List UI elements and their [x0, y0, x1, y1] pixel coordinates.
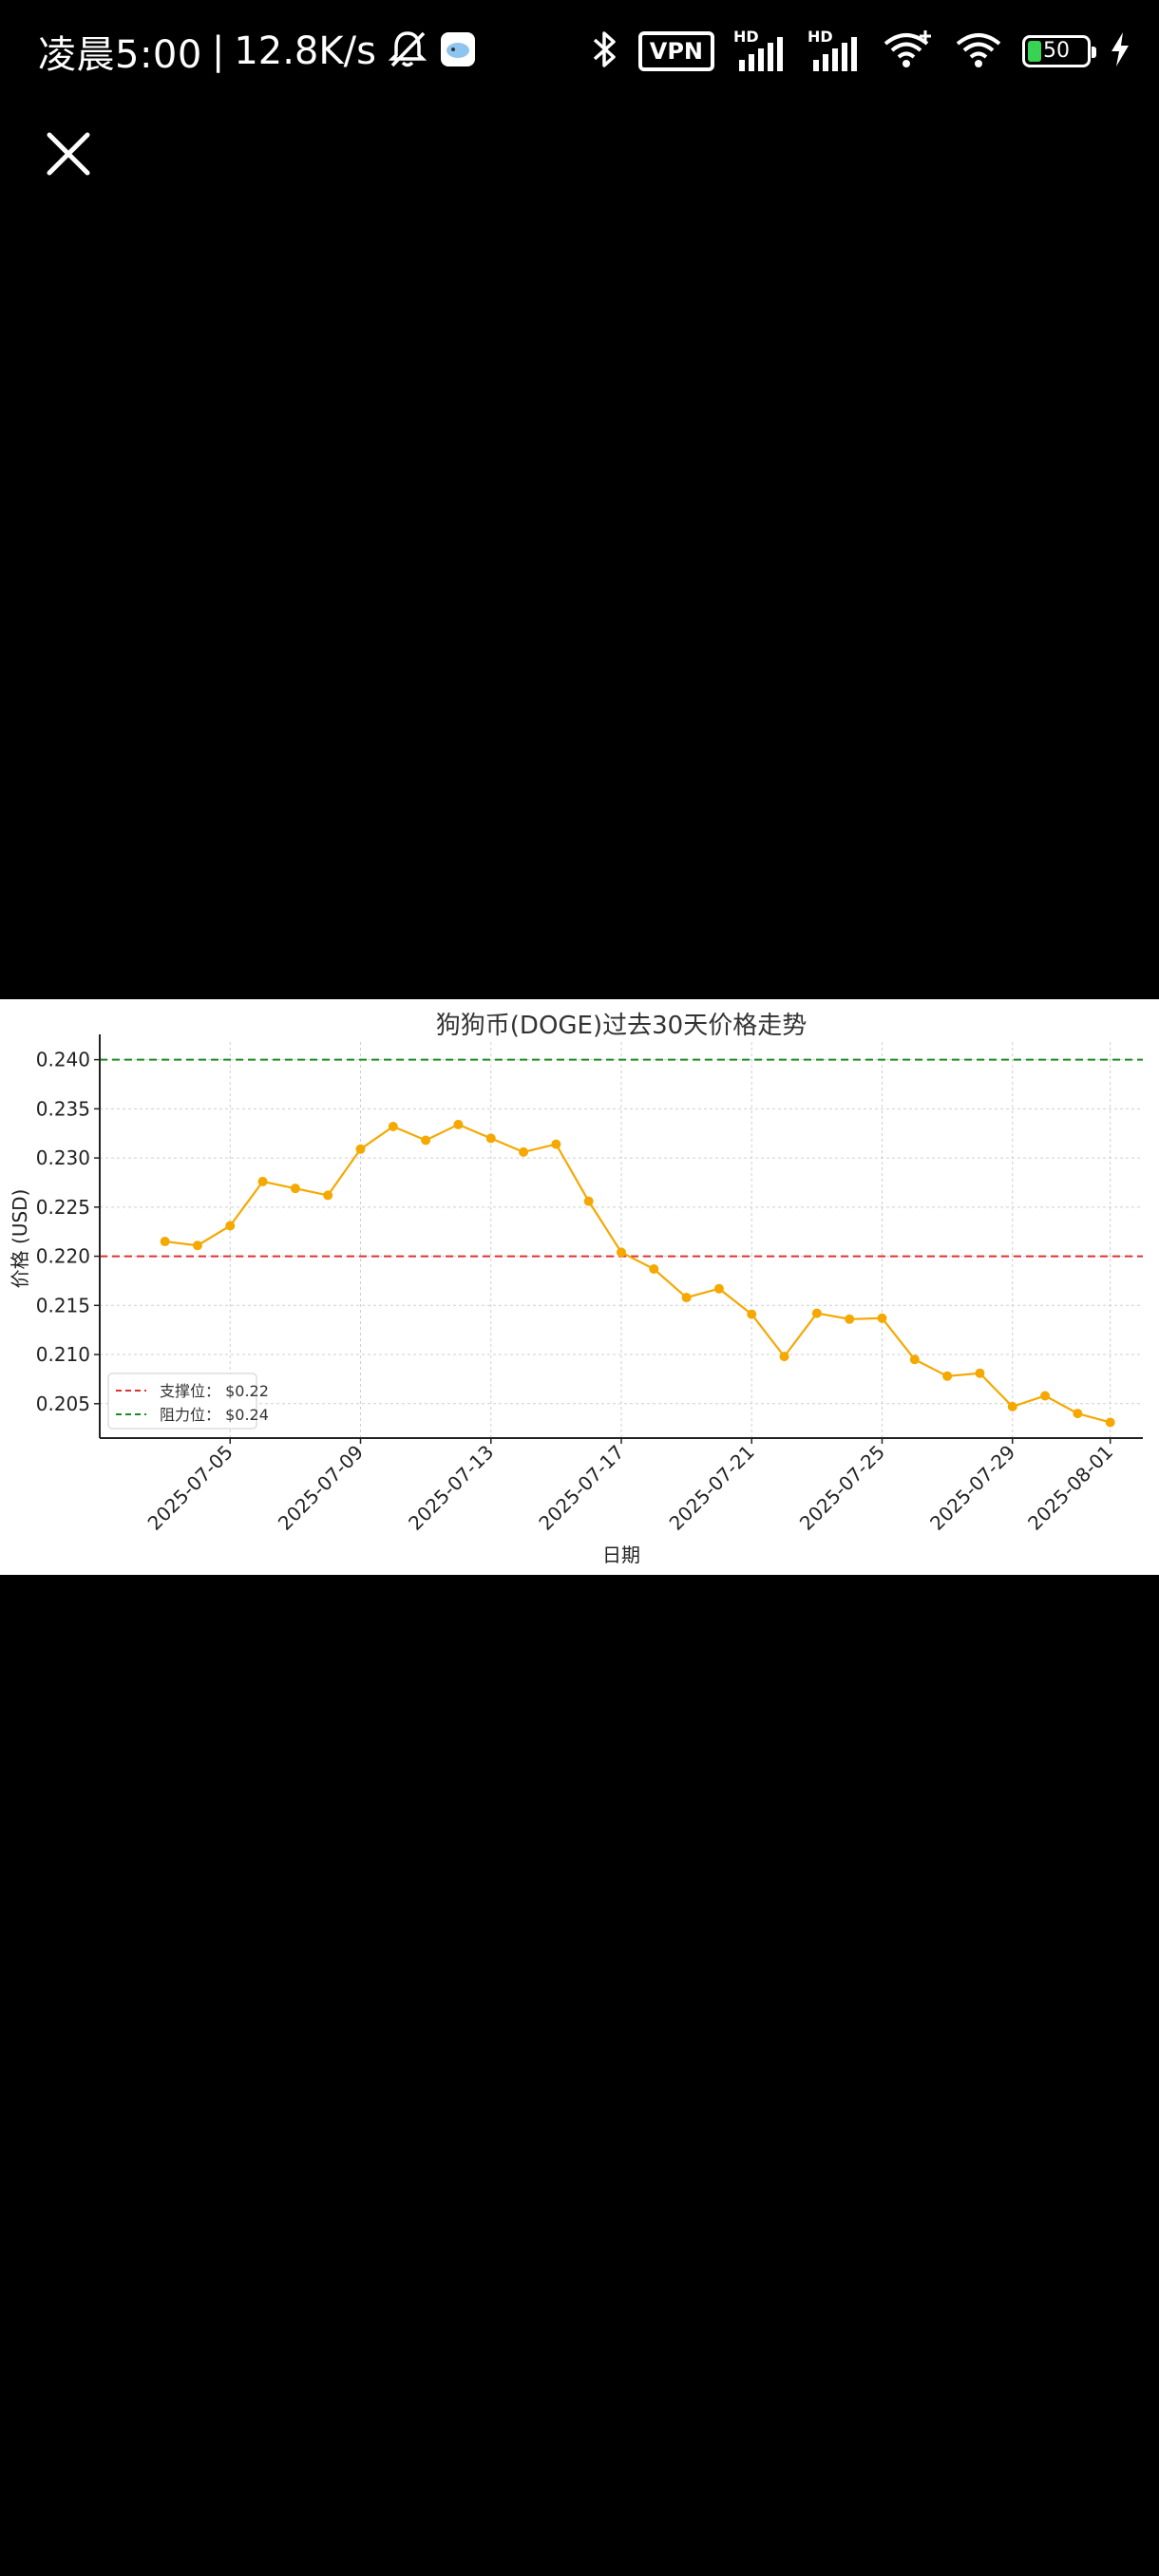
data-point: [681, 1293, 692, 1303]
close-icon: [47, 132, 90, 176]
close-button[interactable]: [42, 127, 95, 180]
wifi-icon: [954, 28, 1003, 74]
image-viewer[interactable]: 狗狗币(DOGE)过去30天价格走势 0.205 0.210 0.215 0.220 0…: [0, 999, 1159, 1575]
status-bar-right: VPN HD HD: [591, 25, 1130, 78]
wifi-plus-icon: [882, 28, 935, 74]
data-point: [975, 1368, 985, 1378]
status-bar-left: 凌晨5:00 | 12.8K/s: [38, 25, 477, 78]
x-tick-label: 2025-07-17: [534, 1441, 628, 1535]
vpn-icon: VPN: [637, 31, 714, 71]
data-point: [713, 1283, 724, 1294]
data-point: [747, 1309, 757, 1319]
series: [160, 1119, 1115, 1428]
y-tick-label: 0.220: [36, 1245, 90, 1268]
x-ticks: 2025-07-05 2025-07-09 2025-07-13 2025-07-17…: [143, 1438, 1117, 1535]
data-point: [617, 1247, 626, 1258]
network-speed: 12.8K/s: [234, 29, 376, 73]
data-point: [192, 1241, 202, 1251]
hd-label: HD: [808, 28, 833, 46]
data-point: [1040, 1391, 1051, 1401]
data-point: [779, 1352, 789, 1362]
battery-icon: 50: [1022, 35, 1096, 67]
data-point: [649, 1264, 659, 1275]
data-point: [257, 1176, 268, 1186]
legend-label: 支撑位： $0.22: [160, 1382, 269, 1400]
status-separator: |: [211, 29, 225, 73]
data-point: [290, 1184, 300, 1194]
signal-icon: HD: [808, 28, 863, 73]
data-point: [355, 1144, 366, 1154]
data-point: [1105, 1417, 1115, 1428]
y-tick-label: 0.205: [36, 1392, 90, 1415]
data-point: [453, 1119, 464, 1129]
bluetooth-icon: [591, 28, 619, 74]
y-tick-label: 0.210: [36, 1343, 90, 1366]
chart-title: 狗狗币(DOGE)过去30天价格走势: [436, 1012, 807, 1040]
mute-bell-icon: [386, 28, 429, 75]
y-axis-label: 价格 (USD): [9, 1189, 31, 1289]
data-point: [519, 1146, 529, 1157]
x-tick-label: 2025-07-13: [404, 1441, 498, 1535]
price-chart: 狗狗币(DOGE)过去30天价格走势 0.2050.2100.2150.2200…: [9, 1012, 1143, 1566]
y-tick-label: 0.215: [36, 1294, 90, 1316]
x-tick-label: 2025-07-21: [665, 1441, 759, 1535]
clock: 凌晨5:00: [38, 33, 202, 77]
data-point: [551, 1139, 561, 1149]
data-point: [388, 1121, 398, 1131]
data-point: [845, 1314, 855, 1324]
battery-level: 50: [1043, 39, 1070, 63]
x-tick-label: 2025-07-05: [143, 1441, 238, 1535]
data-point: [1007, 1401, 1017, 1411]
hd-label: HD: [733, 28, 759, 46]
charging-icon: [1110, 30, 1130, 72]
x-axis-label: 日期: [602, 1544, 640, 1566]
data-point: [225, 1221, 236, 1231]
status-bar: 凌晨5:00 | 12.8K/s VPN HD: [0, 0, 1159, 104]
y-tick-label: 0.240: [36, 1049, 90, 1071]
data-point: [909, 1354, 920, 1365]
data-point: [877, 1313, 887, 1323]
data-point: [421, 1135, 431, 1146]
x-tick-label: 2025-07-29: [925, 1441, 1019, 1535]
data-point: [323, 1190, 333, 1201]
x-tick-label: 2025-07-25: [795, 1441, 889, 1535]
legend-label: 阻力位： $0.24: [160, 1406, 269, 1424]
y-tick-label: 0.230: [36, 1146, 90, 1169]
data-point: [160, 1237, 170, 1247]
data-point: [583, 1196, 594, 1206]
y-ticks: 0.205 0.210 0.215 0.220 0.225 0.230 0.235 0.240: [36, 1049, 100, 1415]
x-tick-label: 2025-07-09: [274, 1441, 368, 1535]
battery-fill: [1028, 41, 1041, 62]
data-point: [1073, 1409, 1083, 1419]
series-line: [164, 1123, 1111, 1424]
signal-icon: HD: [733, 28, 788, 73]
x-tick-label: 2025-08-01: [1023, 1441, 1117, 1535]
y-tick-label: 0.225: [36, 1196, 90, 1219]
data-point: [942, 1371, 953, 1381]
legend: 支撑位： $0.22 阻力位： $0.24: [107, 1373, 269, 1430]
data-point: [485, 1133, 496, 1144]
y-tick-label: 0.235: [36, 1097, 90, 1120]
battery-cap: [1092, 47, 1096, 58]
app-notification-icon: [439, 30, 477, 72]
data-point: [811, 1308, 822, 1318]
